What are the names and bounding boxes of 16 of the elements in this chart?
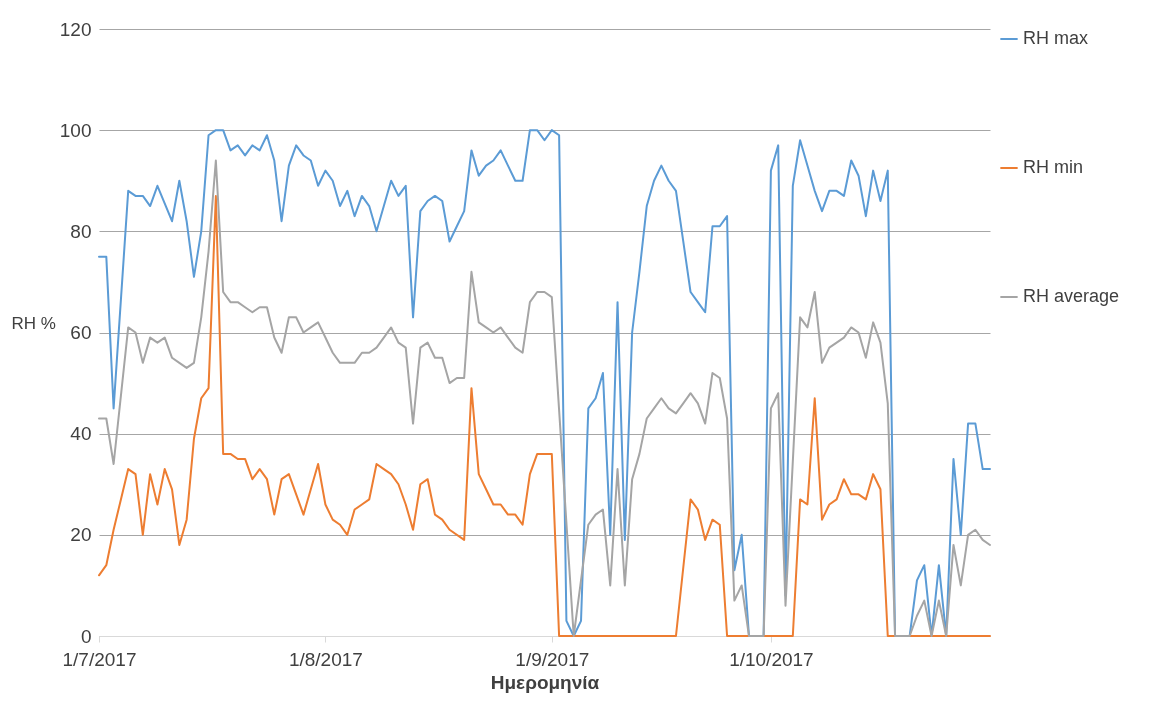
y-tick-label: 40 [70, 423, 92, 445]
legend-label: RH max [1023, 28, 1089, 48]
legend-label: RH min [1023, 157, 1084, 177]
x-axis-title: Ημερομηνία [490, 671, 600, 693]
y-axis-title: RH % [11, 314, 56, 333]
legend-label: RH average [1023, 286, 1120, 306]
y-tick-label: 100 [59, 119, 92, 141]
x-tick-label: 1/7/2017 [62, 648, 137, 670]
x-tick-label: 1/8/2017 [288, 648, 363, 670]
y-tick-label: 0 [80, 625, 92, 647]
y-tick-label: 120 [59, 18, 92, 40]
x-tick-label: 1/9/2017 [515, 648, 590, 670]
y-tick-label: 20 [70, 524, 92, 546]
y-tick-label: 80 [70, 220, 92, 242]
y-tick-label: 60 [70, 322, 92, 343]
x-tick-label: 1/10/2017 [729, 648, 814, 670]
